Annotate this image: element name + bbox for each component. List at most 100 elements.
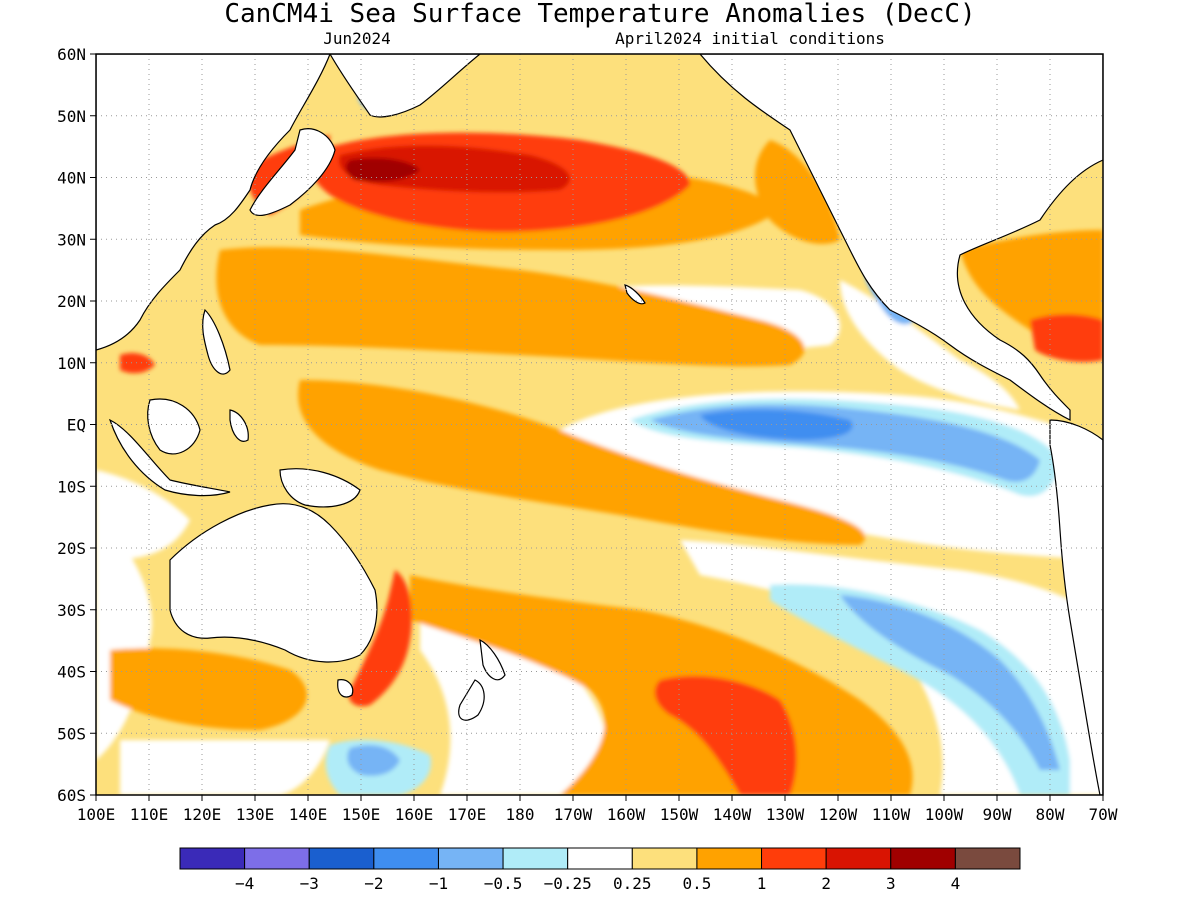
colorbar-label: 2: [821, 874, 831, 893]
land-north-america: [699, 54, 1103, 421]
anomaly-warm-north-east-coast: [755, 140, 840, 244]
lon-tick-label: 170W: [554, 805, 593, 824]
lat-tick-label: EQ: [67, 416, 86, 435]
map-panel: [96, 54, 1103, 795]
anomaly-hot-south-east-pacific: [654, 676, 797, 795]
lat-tick-label: 40S: [57, 663, 86, 682]
lat-tick-label: 20S: [57, 539, 86, 558]
anomaly-fields: [96, 79, 1103, 795]
colorbar-swatch: [437, 847, 504, 870]
lon-tick-label: 170E: [448, 805, 487, 824]
colorbar-swatch: [954, 847, 1021, 870]
colorbar: −4 −3 −2 −1 −0.5 −0.25 0.25 0.5 1 2 3 4: [179, 847, 1021, 893]
anomaly-warm-equatorial-tongue: [298, 380, 866, 545]
lon-tick-label: 110W: [872, 805, 911, 824]
lon-tick-label: 160W: [607, 805, 646, 824]
colorbar-swatch: [502, 847, 569, 870]
lat-tick-label: 40N: [57, 169, 86, 188]
lat-tick-label: 30S: [57, 601, 86, 620]
colorbar-swatch: [890, 847, 956, 870]
lon-tick-label: 80W: [1036, 805, 1065, 824]
lon-tick-label: 100W: [925, 805, 964, 824]
anomaly-hot-caribbean: [1030, 314, 1103, 362]
land-south-america: [1049, 419, 1103, 795]
colorbar-label: −0.25: [544, 874, 592, 893]
land-masses: [96, 54, 1103, 795]
lon-tick-label: 180: [506, 805, 535, 824]
anomaly-cold-south-east-pacific: [840, 595, 1060, 770]
land-borneo: [147, 398, 201, 455]
colorbar-swatch: [373, 847, 439, 870]
colorbar-swatch: [179, 847, 246, 870]
anomaly-cold-tasman-south: [347, 745, 400, 776]
land-new-zealand-south: [458, 679, 485, 721]
latitude-axis: 60N 50N 40N 30N 20N 10N EQ 10S 20S 30S 40S 50S 60S: [57, 45, 96, 805]
lon-tick-label: 90W: [983, 805, 1012, 824]
colorbar-label: 0.25: [613, 874, 652, 893]
anomaly-neutral-south-indian: [120, 740, 330, 795]
colorbar-swatch: [244, 847, 310, 870]
valid-month: Jun2024: [323, 29, 390, 48]
lon-tick-label: 120W: [819, 805, 858, 824]
longitude-axis: 100E 110E 120E 130E 140E 150E 160E 170E 180 170W 1…: [77, 795, 1118, 824]
colorbar-label: −3: [300, 874, 319, 893]
colorbar-swatch: [696, 847, 763, 870]
land-australia: [169, 503, 378, 663]
colorbar-label: 3: [886, 874, 896, 893]
land-philippines: [202, 308, 231, 375]
colorbar-label: 0.5: [682, 874, 711, 893]
anomaly-neutral-indian-west: [96, 470, 190, 560]
lon-tick-label: 160E: [395, 805, 434, 824]
land-tasmania: [337, 679, 354, 698]
anomaly-hot-philippines: [120, 353, 155, 374]
colorbar-label: −4: [235, 874, 254, 893]
lat-tick-label: 10S: [57, 477, 86, 496]
colorbar-label: −0.5: [484, 874, 523, 893]
colorbar-swatch: [631, 847, 698, 870]
anomaly-very-hot-kuroshio: [339, 145, 570, 193]
anomaly-neutral-south-west: [96, 520, 152, 760]
anomaly-neutral-tasman: [420, 600, 608, 795]
graticule: [96, 54, 1103, 795]
init-conditions: April2024 initial conditions: [615, 29, 885, 48]
land-sumatra-java: [108, 418, 231, 497]
lon-tick-label: 140E: [289, 805, 328, 824]
land-sulawesi: [229, 409, 249, 442]
land-japan: [249, 128, 336, 217]
anomaly-warm-west-pacific: [216, 247, 805, 367]
lat-tick-label: 60S: [57, 786, 86, 805]
lon-tick-label: 70W: [1089, 805, 1118, 824]
colorbar-swatch: [567, 847, 633, 870]
colorbar-label: 1: [757, 874, 767, 893]
lon-tick-label: 130E: [236, 805, 275, 824]
anomaly-extreme-kuroshio: [345, 158, 420, 182]
anomaly-cool-south-east-pacific: [770, 584, 1070, 795]
colorbar-swatch: [761, 847, 827, 870]
lon-tick-label: 150W: [660, 805, 699, 824]
lat-tick-label: 10N: [57, 354, 86, 373]
colorbar-label: −2: [364, 874, 383, 893]
land-asia: [96, 54, 331, 351]
anomaly-neutral-north-east: [840, 280, 1020, 410]
lon-tick-label: 140W: [713, 805, 752, 824]
lat-tick-label: 50S: [57, 724, 86, 743]
colorbar-swatch: [825, 847, 892, 870]
lat-tick-label: 60N: [57, 45, 86, 64]
anomaly-hot-tasman-east-aus: [348, 570, 412, 707]
lon-tick-label: 120E: [183, 805, 222, 824]
lon-tick-label: 100E: [77, 805, 116, 824]
colorbar-label: −1: [429, 874, 448, 893]
colorbar-swatch: [308, 847, 375, 870]
lon-tick-label: 130W: [766, 805, 805, 824]
colorbar-label: 4: [951, 874, 961, 893]
land-hawaii: [624, 284, 646, 305]
anomaly-warm-south-indian: [110, 648, 307, 730]
map-title: CanCM4i Sea Surface Temperature Anomalie…: [224, 0, 975, 29]
lat-tick-label: 50N: [57, 107, 86, 126]
lat-tick-label: 30N: [57, 230, 86, 249]
lon-tick-label: 150E: [342, 805, 381, 824]
lat-tick-label: 20N: [57, 292, 86, 311]
land-new-guinea: [279, 468, 361, 508]
land-kamchatka: [329, 54, 481, 118]
